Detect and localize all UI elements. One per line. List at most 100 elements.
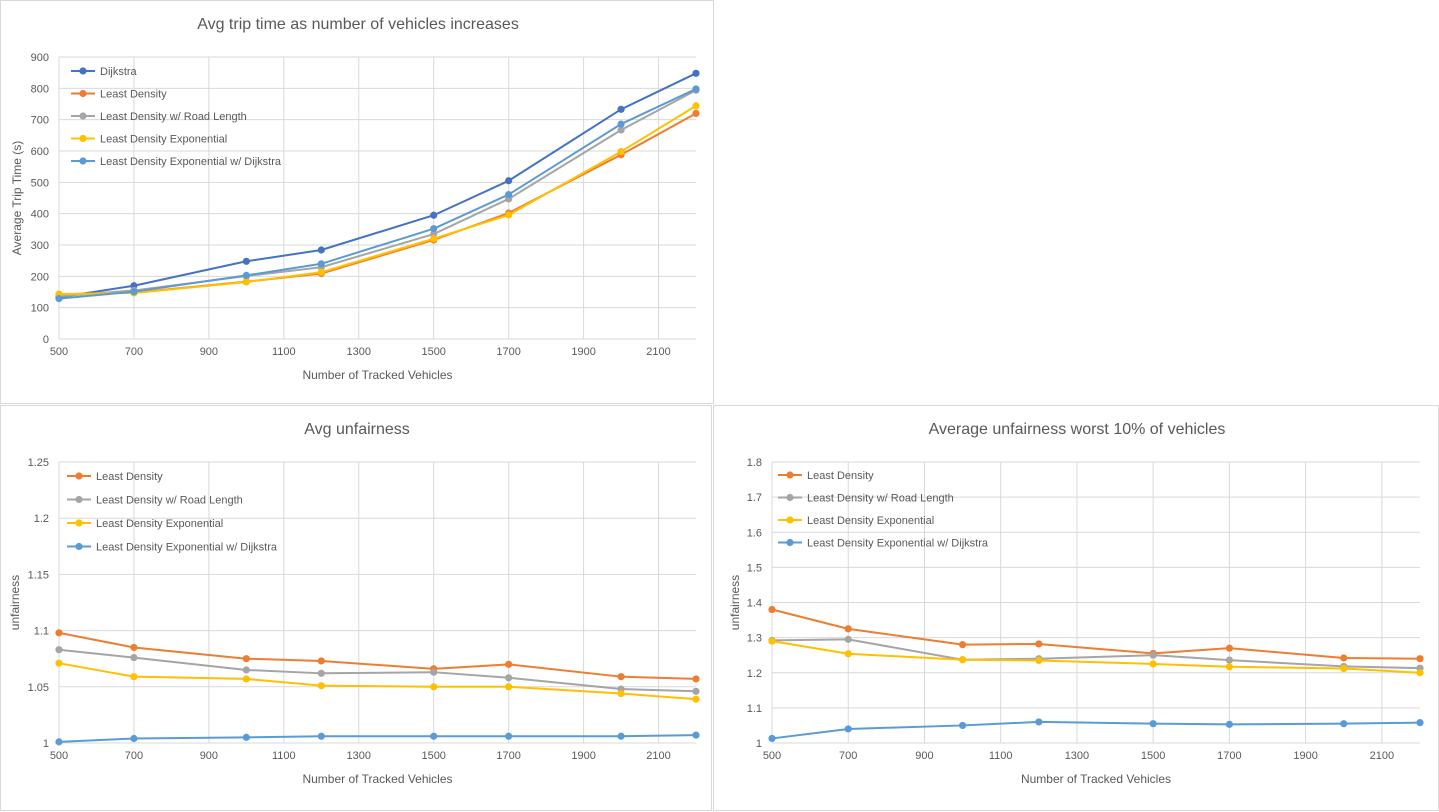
trip-time-chart-svg: Avg trip time as number of vehicles incr…: [10, 16, 700, 382]
legend-label: Least Density Exponential: [100, 134, 227, 146]
series-line: [58, 88, 697, 300]
x-tick-label: 1700: [1217, 750, 1241, 762]
legend-item: Least Density Exponential: [67, 518, 223, 530]
worst10-unfairness-chart-svg: Average unfairness worst 10% of vehicles…: [728, 421, 1424, 786]
data-point: [242, 666, 250, 674]
chart-panel-worst10-unfairness: Average unfairness worst 10% of vehicles…: [713, 405, 1439, 811]
grid: [58, 461, 696, 744]
legend-label: Least Density Exponential: [807, 515, 934, 527]
legend-swatch-marker: [75, 472, 83, 480]
data-point: [692, 731, 700, 739]
data-point: [1035, 718, 1043, 726]
chart-title: Average unfairness worst 10% of vehicles: [929, 421, 1226, 438]
data-point: [317, 657, 325, 665]
data-point: [130, 734, 138, 743]
data-point: [55, 294, 63, 303]
data-point: [317, 669, 325, 677]
chart-panel-avg-unfairness: Avg unfairness 1 1.05 1.1 1.15 1.2 1.25 500 700 9…: [0, 405, 712, 811]
legend-item: Least Density w/ Road Length: [778, 493, 954, 505]
data-point: [242, 278, 250, 286]
series-3: [55, 731, 700, 746]
data-point: [1225, 656, 1234, 664]
legend-item: Least Density: [67, 471, 163, 483]
chart-title: Avg trip time as number of vehicles incr…: [197, 16, 519, 33]
series-line: [771, 640, 1421, 674]
data-point: [1340, 664, 1348, 673]
x-tick-label: 500: [763, 750, 781, 762]
series-line: [771, 608, 1421, 660]
legend-swatch-marker: [786, 471, 794, 479]
y-tick-label: 1.1: [34, 626, 49, 638]
data-point: [1225, 644, 1234, 652]
x-tick-label: 1700: [496, 750, 520, 762]
grid: [771, 461, 1420, 744]
data-point: [958, 656, 967, 664]
legend-swatch-marker: [786, 538, 794, 547]
avg-unfairness-chart-svg: Avg unfairness 1 1.05 1.1 1.15 1.2 1.25 500 700 9…: [8, 421, 700, 786]
legend-label: Least Density: [807, 470, 874, 482]
legend: Dijkstra Least Density Least Density w/ Ro…: [71, 66, 282, 168]
data-point: [317, 268, 325, 276]
series-0: [768, 605, 1424, 663]
legend-item: Dijkstra: [71, 66, 138, 78]
x-tick-label: 500: [50, 750, 68, 762]
x-tick-label: 900: [200, 346, 218, 358]
x-tick-label: 1900: [1293, 750, 1317, 762]
data-point: [242, 733, 250, 741]
x-tick-label: 1100: [272, 750, 296, 762]
legend-label: Least Density: [96, 471, 163, 483]
data-point: [505, 683, 513, 691]
chart-panel-trip-time: Avg trip time as number of vehicles incr…: [0, 0, 714, 404]
data-point: [130, 673, 138, 681]
x-tick-label: 1900: [571, 750, 595, 762]
data-point: [55, 738, 63, 746]
series-3: [55, 102, 700, 298]
data-point: [617, 673, 625, 681]
data-point: [242, 257, 250, 265]
data-point: [55, 646, 63, 654]
legend-swatch-marker: [79, 112, 87, 120]
x-axis-label: Number of Tracked Vehicles: [1021, 772, 1171, 786]
data-point: [692, 675, 700, 683]
legend-swatch-marker: [79, 67, 87, 75]
data-point: [317, 732, 325, 740]
legend-swatch-marker: [786, 516, 794, 524]
data-point: [130, 643, 138, 652]
x-tick-label: 1300: [1065, 750, 1089, 762]
data-point: [430, 225, 438, 233]
legend-label: Least Density w/ Road Length: [100, 111, 247, 123]
series-4: [55, 85, 700, 303]
x-tick-label: 1300: [347, 750, 371, 762]
y-tick-label: 1.6: [747, 527, 762, 539]
data-point: [768, 637, 776, 645]
y-tick-label: 300: [31, 240, 49, 252]
x-tick-label: 900: [200, 750, 218, 762]
legend-item: Least Density w/ Road Length: [67, 495, 243, 507]
legend-label: Least Density Exponential w/ Dijkstra: [807, 538, 989, 550]
data-point: [1149, 720, 1157, 728]
x-tick-label: 2100: [1370, 750, 1394, 762]
data-point: [958, 721, 967, 730]
y-tick-label: 700: [31, 115, 49, 127]
data-point: [1035, 656, 1043, 665]
y-axis-label: Average Trip Time (s): [10, 141, 24, 255]
data-point: [1416, 719, 1424, 727]
data-point: [505, 674, 513, 682]
data-point: [617, 105, 625, 113]
y-tick-label: 1.15: [28, 569, 49, 581]
x-tick-label: 1900: [571, 346, 595, 358]
legend-item: Least Density w/ Road Length: [71, 111, 247, 123]
legend-label: Least Density Exponential w/ Dijkstra: [96, 542, 278, 554]
series-line: [771, 638, 1421, 670]
y-tick-label: 100: [31, 303, 49, 315]
data-point: [844, 650, 852, 658]
series-line: [58, 734, 697, 743]
data-point: [692, 687, 700, 695]
data-point: [130, 288, 138, 296]
data-point: [768, 605, 776, 614]
data-point: [505, 190, 513, 199]
data-point: [1035, 640, 1043, 648]
data-point: [317, 260, 325, 268]
data-point: [844, 625, 852, 633]
y-axis-label: unfairness: [8, 575, 22, 630]
